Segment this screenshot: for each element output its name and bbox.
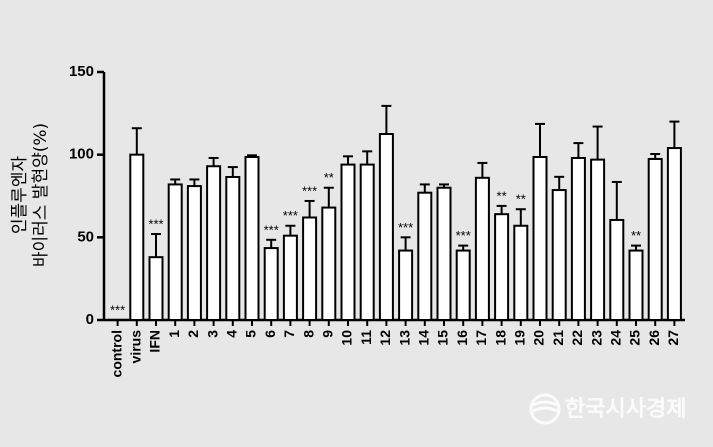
bar <box>206 165 222 321</box>
bar <box>513 224 529 321</box>
bar <box>359 163 375 321</box>
significance-label: *** <box>456 228 471 243</box>
significance-label: ** <box>497 188 507 203</box>
x-tick-label: 27 <box>665 330 681 346</box>
x-tick-label: 26 <box>646 330 662 346</box>
x-tick-label: 2 <box>185 330 201 338</box>
x-tick-label: 9 <box>320 330 336 338</box>
significance-label: *** <box>148 216 163 231</box>
x-tick-label: 5 <box>243 330 259 338</box>
y-axis-label: 인플루엔자 <box>10 156 30 235</box>
bar <box>455 249 471 321</box>
x-tick-label: 3 <box>204 330 220 338</box>
x-tick-label: 22 <box>569 330 585 346</box>
x-tick-label: 16 <box>454 330 470 346</box>
x-tick-label: 4 <box>224 330 240 338</box>
bar <box>225 175 241 321</box>
bar <box>378 133 394 321</box>
x-tick-label: 21 <box>550 330 566 346</box>
bar <box>609 218 625 321</box>
bar <box>167 183 183 321</box>
bar <box>666 147 682 321</box>
bar <box>436 186 452 321</box>
y-tick-label: 150 <box>69 63 94 80</box>
x-tick-label: 6 <box>262 330 278 338</box>
x-tick-label: 13 <box>396 330 412 346</box>
x-tick-label: IFN <box>147 330 163 353</box>
x-tick-label: 8 <box>300 330 316 338</box>
bar <box>474 176 490 321</box>
significance-label: *** <box>110 302 125 317</box>
bar <box>263 247 279 321</box>
bar <box>244 155 260 321</box>
bar <box>321 206 337 321</box>
bar <box>398 249 414 321</box>
significance-label: *** <box>283 208 298 223</box>
x-tick-label: 18 <box>492 330 508 346</box>
x-tick-label: control <box>108 330 124 377</box>
bar <box>494 213 510 321</box>
significance-label: *** <box>398 220 413 235</box>
x-tick-label: 25 <box>627 330 643 346</box>
bar <box>590 158 606 321</box>
x-tick-label: 17 <box>473 330 489 346</box>
y-tick-label: 0 <box>86 311 94 328</box>
x-tick-label: 1 <box>166 330 182 338</box>
bar <box>647 157 663 321</box>
y-tick-label: 50 <box>77 228 94 245</box>
significance-label: ** <box>516 192 526 207</box>
x-tick-label: 24 <box>608 330 624 346</box>
significance-label: *** <box>264 222 279 237</box>
x-tick-label: 19 <box>512 330 528 346</box>
bar <box>302 216 318 321</box>
significance-label: ** <box>631 228 641 243</box>
x-tick-label: virus <box>128 330 144 364</box>
x-tick-label: 11 <box>358 330 374 345</box>
watermark-logo <box>529 393 561 425</box>
x-tick-label: 10 <box>339 330 355 346</box>
x-tick-label: 7 <box>281 330 297 338</box>
x-tick-label: 20 <box>531 330 547 346</box>
x-tick-label: 14 <box>416 330 432 346</box>
watermark: 한국시사경제 <box>565 397 686 422</box>
bar <box>417 191 433 321</box>
bar <box>340 163 356 321</box>
y-tick-label: 100 <box>69 146 94 163</box>
bar <box>282 234 298 321</box>
bar <box>628 249 644 321</box>
x-tick-label: 15 <box>435 330 451 346</box>
significance-label: *** <box>302 183 317 198</box>
bar <box>186 185 202 321</box>
bar <box>570 156 586 321</box>
bar <box>129 153 145 321</box>
y-axis-label: 바이러스 발현양(%) <box>31 123 51 267</box>
x-tick-label: 23 <box>588 330 604 346</box>
bar <box>551 189 567 321</box>
significance-label: ** <box>324 170 334 185</box>
bar <box>532 155 548 321</box>
bar <box>148 256 164 322</box>
x-tick-label: 12 <box>377 330 393 346</box>
